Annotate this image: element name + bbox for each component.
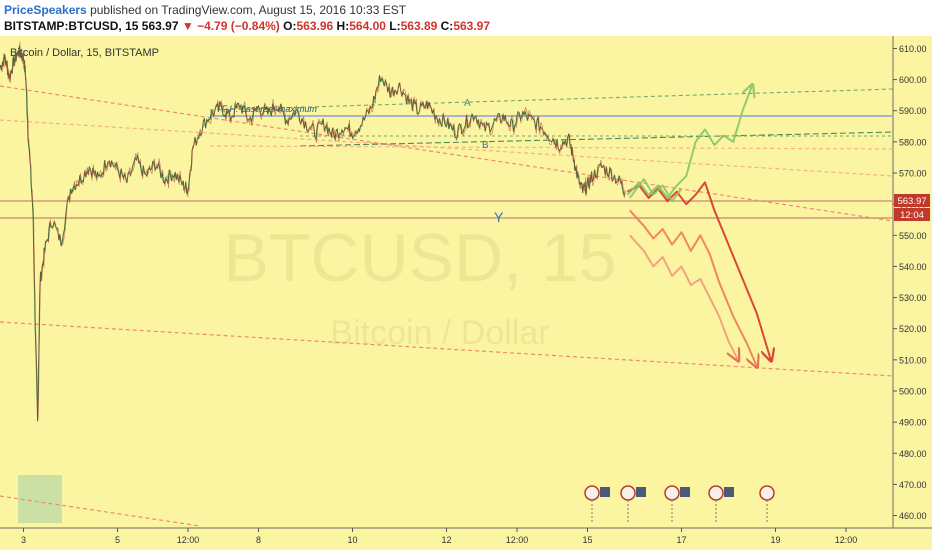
chart-title: Bitcoin / Dollar, 15, BITSTAMP bbox=[10, 47, 159, 59]
x-tick-label: 17 bbox=[676, 535, 686, 545]
high-value: 564.00 bbox=[349, 19, 386, 33]
last-price: 563.97 bbox=[141, 19, 179, 33]
y-tick-label: 530.00 bbox=[899, 293, 927, 303]
price-chart[interactable]: BTCUSD, 15 Bitcoin / Dollar Bitcoin / Do… bbox=[0, 36, 932, 550]
y-tick-label: 520.00 bbox=[899, 324, 927, 334]
time-badge-label: 12:04 bbox=[900, 210, 924, 221]
y-tick-label: 570.00 bbox=[899, 169, 927, 179]
event-flag-1[interactable] bbox=[584, 485, 610, 522]
x-tick-label: 3 bbox=[21, 535, 26, 545]
event-flag-2[interactable] bbox=[620, 485, 646, 522]
close-label: C: bbox=[440, 19, 454, 33]
bullish-projection bbox=[626, 86, 752, 202]
price-badge-label: 563.97 bbox=[897, 196, 926, 207]
x-tick-label: 12:00 bbox=[835, 535, 858, 545]
publish-line: PriceSpeakers published on TradingView.c… bbox=[4, 2, 406, 18]
event-markers bbox=[584, 485, 775, 522]
y-tick-label: 600.00 bbox=[899, 75, 927, 85]
x-tick-label: 19 bbox=[770, 535, 780, 545]
time-badge bbox=[894, 208, 930, 221]
bearish-projection-path[interactable] bbox=[629, 234, 738, 359]
y-tick-label: 460.00 bbox=[899, 511, 927, 521]
y-tick-label: 490.00 bbox=[899, 418, 927, 428]
bearish-projection-path[interactable] bbox=[626, 181, 770, 359]
mid-descending-trendline[interactable] bbox=[0, 119, 894, 177]
low-value: 563.89 bbox=[400, 19, 438, 33]
upper-descending-trendline[interactable] bbox=[0, 85, 894, 222]
y-tick-label: 480.00 bbox=[899, 449, 927, 459]
published-text: published on TradingView.com, August 15,… bbox=[86, 3, 407, 17]
x-tick-label: 8 bbox=[256, 535, 261, 545]
y-tick-label: 610.00 bbox=[899, 44, 927, 54]
label-a[interactable]: A bbox=[464, 98, 471, 109]
bearish-projection bbox=[626, 181, 770, 366]
symbol-label: BITSTAMP:BTCUSD, 15 bbox=[4, 19, 139, 33]
price-axis[interactable] bbox=[893, 36, 932, 528]
x-tick-label: 12:00 bbox=[506, 535, 529, 545]
event-flag-5[interactable] bbox=[759, 485, 775, 522]
watermark-symbol: BTCUSD, 15 bbox=[224, 220, 617, 296]
open-value: 563.96 bbox=[296, 19, 334, 33]
bullish-projection-path[interactable] bbox=[629, 178, 683, 202]
price-line-overlay bbox=[0, 41, 626, 420]
time-axis[interactable] bbox=[0, 528, 932, 550]
support-dashed-line[interactable] bbox=[209, 145, 894, 150]
x-tick-label: 5 bbox=[115, 535, 120, 545]
y-tick-label: 550.00 bbox=[899, 231, 927, 241]
event-flag-4[interactable] bbox=[708, 485, 734, 522]
symbol-quote-line: BITSTAMP:BTCUSD, 15 563.97 ▼ −4.79 (−0.8… bbox=[4, 18, 490, 34]
x-tick-label: 12 bbox=[441, 535, 451, 545]
watermark-name: Bitcoin / Dollar bbox=[330, 314, 549, 352]
lower-descending-trendline[interactable] bbox=[0, 321, 894, 377]
bottom-trendline[interactable] bbox=[0, 495, 201, 527]
high-label: H: bbox=[336, 19, 350, 33]
price-series bbox=[0, 41, 626, 422]
close-value: 563.97 bbox=[453, 19, 491, 33]
bearish-projection-path[interactable] bbox=[629, 209, 757, 366]
price-change: −4.79 (−0.84%) bbox=[197, 19, 280, 33]
label-y[interactable]: Y bbox=[494, 209, 504, 225]
channel-top-line[interactable] bbox=[209, 88, 894, 111]
y-tick-label: 470.00 bbox=[899, 480, 927, 490]
y-tick-label: 500.00 bbox=[899, 386, 927, 396]
price-badge bbox=[894, 194, 930, 207]
open-label: O: bbox=[283, 19, 297, 33]
x-tick-label: 10 bbox=[347, 535, 357, 545]
highlight-box bbox=[18, 475, 62, 523]
event-flag-3[interactable] bbox=[664, 485, 690, 522]
y-tick-label: 590.00 bbox=[899, 106, 927, 116]
y-tick-label: 510.00 bbox=[899, 355, 927, 365]
low-label: L: bbox=[389, 19, 401, 33]
y-tick-label: 580.00 bbox=[899, 137, 927, 147]
label-b[interactable]: B bbox=[482, 140, 489, 151]
bullish-projection-path[interactable] bbox=[626, 86, 752, 199]
down-arrow-icon: ▼ bbox=[181, 19, 194, 33]
y-tick-label: 540.00 bbox=[899, 262, 927, 272]
author-link[interactable]: PriceSpeakers bbox=[4, 3, 87, 17]
x-tick-label: 12:00 bbox=[177, 535, 200, 545]
x-tick-label: 15 bbox=[582, 535, 592, 545]
x-axis-ticks: 3 5 12:00 8 10 12 12:00 15 17 19 12:00 bbox=[21, 528, 857, 545]
trend-lines bbox=[0, 85, 894, 527]
